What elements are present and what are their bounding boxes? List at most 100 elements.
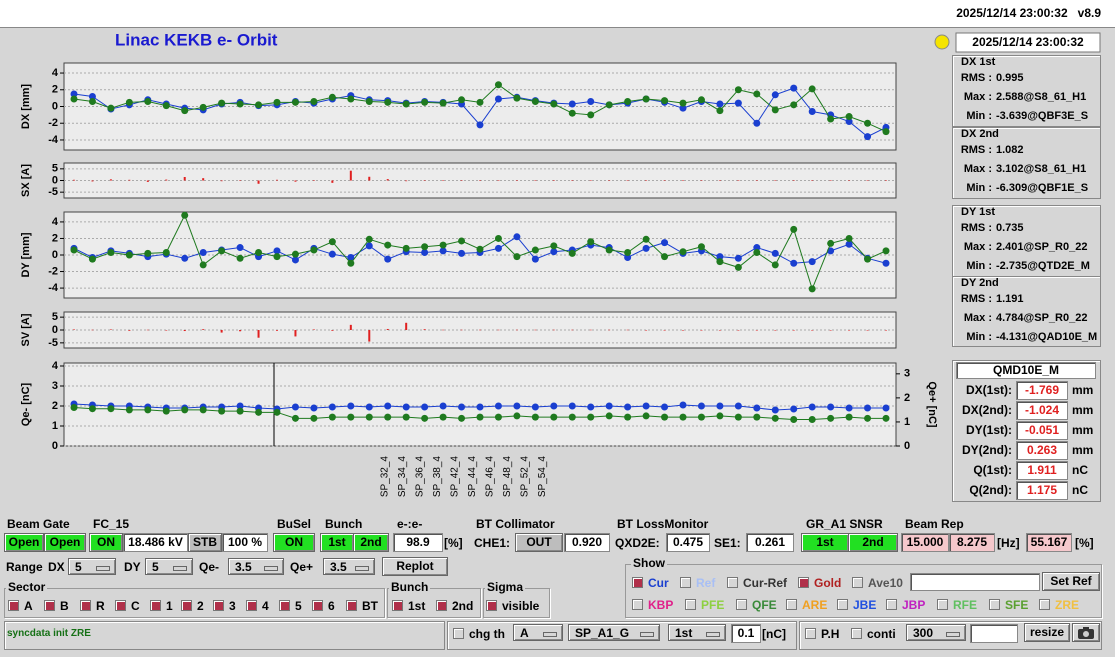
data-point bbox=[273, 253, 281, 261]
monitor-value: -0.051 bbox=[1016, 421, 1068, 440]
checkbox[interactable]: conti bbox=[851, 627, 896, 641]
data-point bbox=[107, 249, 115, 257]
button[interactable]: Open bbox=[44, 533, 86, 552]
checkbox[interactable]: Ref bbox=[680, 576, 715, 590]
data-point bbox=[421, 414, 429, 422]
checkbox-label: ZRE bbox=[1055, 598, 1079, 612]
checkbox[interactable]: 2 bbox=[181, 599, 204, 613]
checkbox-label: P.H bbox=[821, 627, 840, 641]
bar bbox=[146, 329, 149, 331]
checkbox[interactable]: B bbox=[44, 599, 69, 613]
checkbox[interactable]: JBP bbox=[886, 598, 925, 612]
field: 18.486 kV bbox=[123, 533, 188, 552]
text-input[interactable] bbox=[970, 624, 1018, 643]
checkbox-label: ARE bbox=[802, 598, 828, 612]
checkbox[interactable]: visible bbox=[486, 599, 539, 613]
checkbox-label: conti bbox=[867, 627, 896, 641]
checkbox[interactable]: Gold bbox=[798, 576, 841, 590]
stats-value: 1.191 bbox=[996, 293, 1024, 305]
stats-value: -4.131@QAD10E_M bbox=[996, 331, 1098, 343]
checkbox[interactable]: Cur bbox=[632, 576, 669, 590]
checkbox[interactable]: 3 bbox=[213, 599, 236, 613]
checkbox[interactable]: 1st bbox=[392, 599, 425, 613]
data-point bbox=[605, 412, 613, 420]
button[interactable]: Set Ref bbox=[1042, 572, 1100, 591]
checkbox[interactable]: C bbox=[115, 599, 140, 613]
checkbox[interactable]: QFE bbox=[736, 598, 777, 612]
data-point bbox=[642, 412, 650, 420]
button[interactable]: OUT bbox=[515, 533, 563, 552]
checkbox[interactable]: R bbox=[80, 599, 105, 613]
menu[interactable]: 1st bbox=[668, 624, 726, 641]
checkbox[interactable]: chg th bbox=[453, 627, 505, 641]
monitor-value: 0.263 bbox=[1016, 441, 1068, 460]
menu[interactable]: 5 bbox=[68, 558, 116, 575]
bar bbox=[312, 180, 315, 181]
button[interactable]: STB bbox=[188, 533, 222, 552]
data-point bbox=[218, 247, 226, 255]
checkbox[interactable]: KBP bbox=[632, 598, 673, 612]
checkbox[interactable]: ZRE bbox=[1039, 598, 1079, 612]
group-label: Sigma bbox=[485, 580, 526, 594]
checkbox-label: B bbox=[60, 599, 69, 613]
checkbox-box bbox=[685, 599, 696, 610]
data-point bbox=[679, 99, 687, 107]
menu[interactable]: SP_A1_G bbox=[568, 624, 660, 641]
data-point bbox=[291, 256, 299, 264]
button[interactable]: 1st bbox=[801, 533, 849, 552]
checkbox[interactable]: SFE bbox=[989, 598, 1028, 612]
checkbox-label: A bbox=[24, 599, 33, 613]
menu[interactable]: 3.5 bbox=[323, 558, 375, 575]
bar bbox=[202, 178, 205, 181]
button[interactable]: 2nd bbox=[353, 533, 389, 552]
data-point bbox=[734, 254, 742, 262]
data-point bbox=[864, 414, 872, 422]
monitor-box bbox=[952, 360, 1101, 502]
camera-button[interactable] bbox=[1072, 623, 1100, 642]
bar bbox=[294, 180, 297, 182]
checkbox[interactable]: BT bbox=[346, 599, 378, 613]
checkbox[interactable]: ARE bbox=[786, 598, 827, 612]
data-point bbox=[384, 255, 392, 263]
data-point bbox=[476, 121, 484, 129]
button[interactable]: Open bbox=[4, 533, 44, 552]
stats-value: -3.639@QBF3E_S bbox=[996, 110, 1089, 122]
button[interactable]: 1st bbox=[320, 533, 354, 552]
checkbox-label: RFE bbox=[953, 598, 977, 612]
y-tick-label: -2 bbox=[48, 117, 58, 129]
y-tick-label: -5 bbox=[48, 337, 58, 349]
checkbox[interactable]: Cur-Ref bbox=[727, 576, 787, 590]
y-tick-label: 0 bbox=[52, 324, 58, 336]
data-point bbox=[291, 414, 299, 422]
data-point bbox=[734, 86, 742, 94]
checkbox[interactable]: RFE bbox=[937, 598, 977, 612]
menu[interactable]: 3.5 bbox=[228, 558, 284, 575]
data-point bbox=[402, 403, 410, 411]
menu[interactable]: 300 bbox=[906, 624, 966, 641]
checkbox-box bbox=[851, 628, 862, 639]
checkbox[interactable]: A bbox=[8, 599, 33, 613]
data-point bbox=[661, 253, 669, 261]
checkbox[interactable]: Ave10 bbox=[852, 576, 903, 590]
checkbox[interactable]: 2nd bbox=[436, 599, 473, 613]
text-input[interactable] bbox=[910, 573, 1040, 591]
checkbox[interactable]: PFE bbox=[685, 598, 724, 612]
checkbox[interactable]: JBE bbox=[837, 598, 876, 612]
button[interactable]: Replot bbox=[382, 557, 448, 576]
data-point bbox=[365, 242, 373, 250]
field[interactable]: 0.1 bbox=[731, 624, 761, 643]
button[interactable]: ON bbox=[89, 533, 123, 552]
checkbox[interactable]: P.H bbox=[805, 627, 839, 641]
y-axis-label: SV [A] bbox=[20, 313, 32, 346]
monitor-unit: mm bbox=[1072, 403, 1094, 417]
checkbox[interactable]: 5 bbox=[279, 599, 302, 613]
checkbox[interactable]: 6 bbox=[312, 599, 335, 613]
menu[interactable]: A bbox=[513, 624, 563, 641]
menu[interactable]: 5 bbox=[145, 558, 193, 575]
button[interactable]: ON bbox=[273, 533, 315, 552]
checkbox[interactable]: 4 bbox=[246, 599, 269, 613]
button[interactable]: resize bbox=[1024, 623, 1070, 642]
checkbox[interactable]: 1 bbox=[150, 599, 173, 613]
button[interactable]: 2nd bbox=[848, 533, 898, 552]
data-point bbox=[790, 84, 798, 92]
